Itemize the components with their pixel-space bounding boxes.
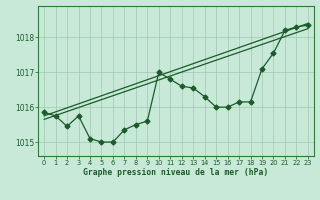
X-axis label: Graphe pression niveau de la mer (hPa): Graphe pression niveau de la mer (hPa) [84,168,268,177]
